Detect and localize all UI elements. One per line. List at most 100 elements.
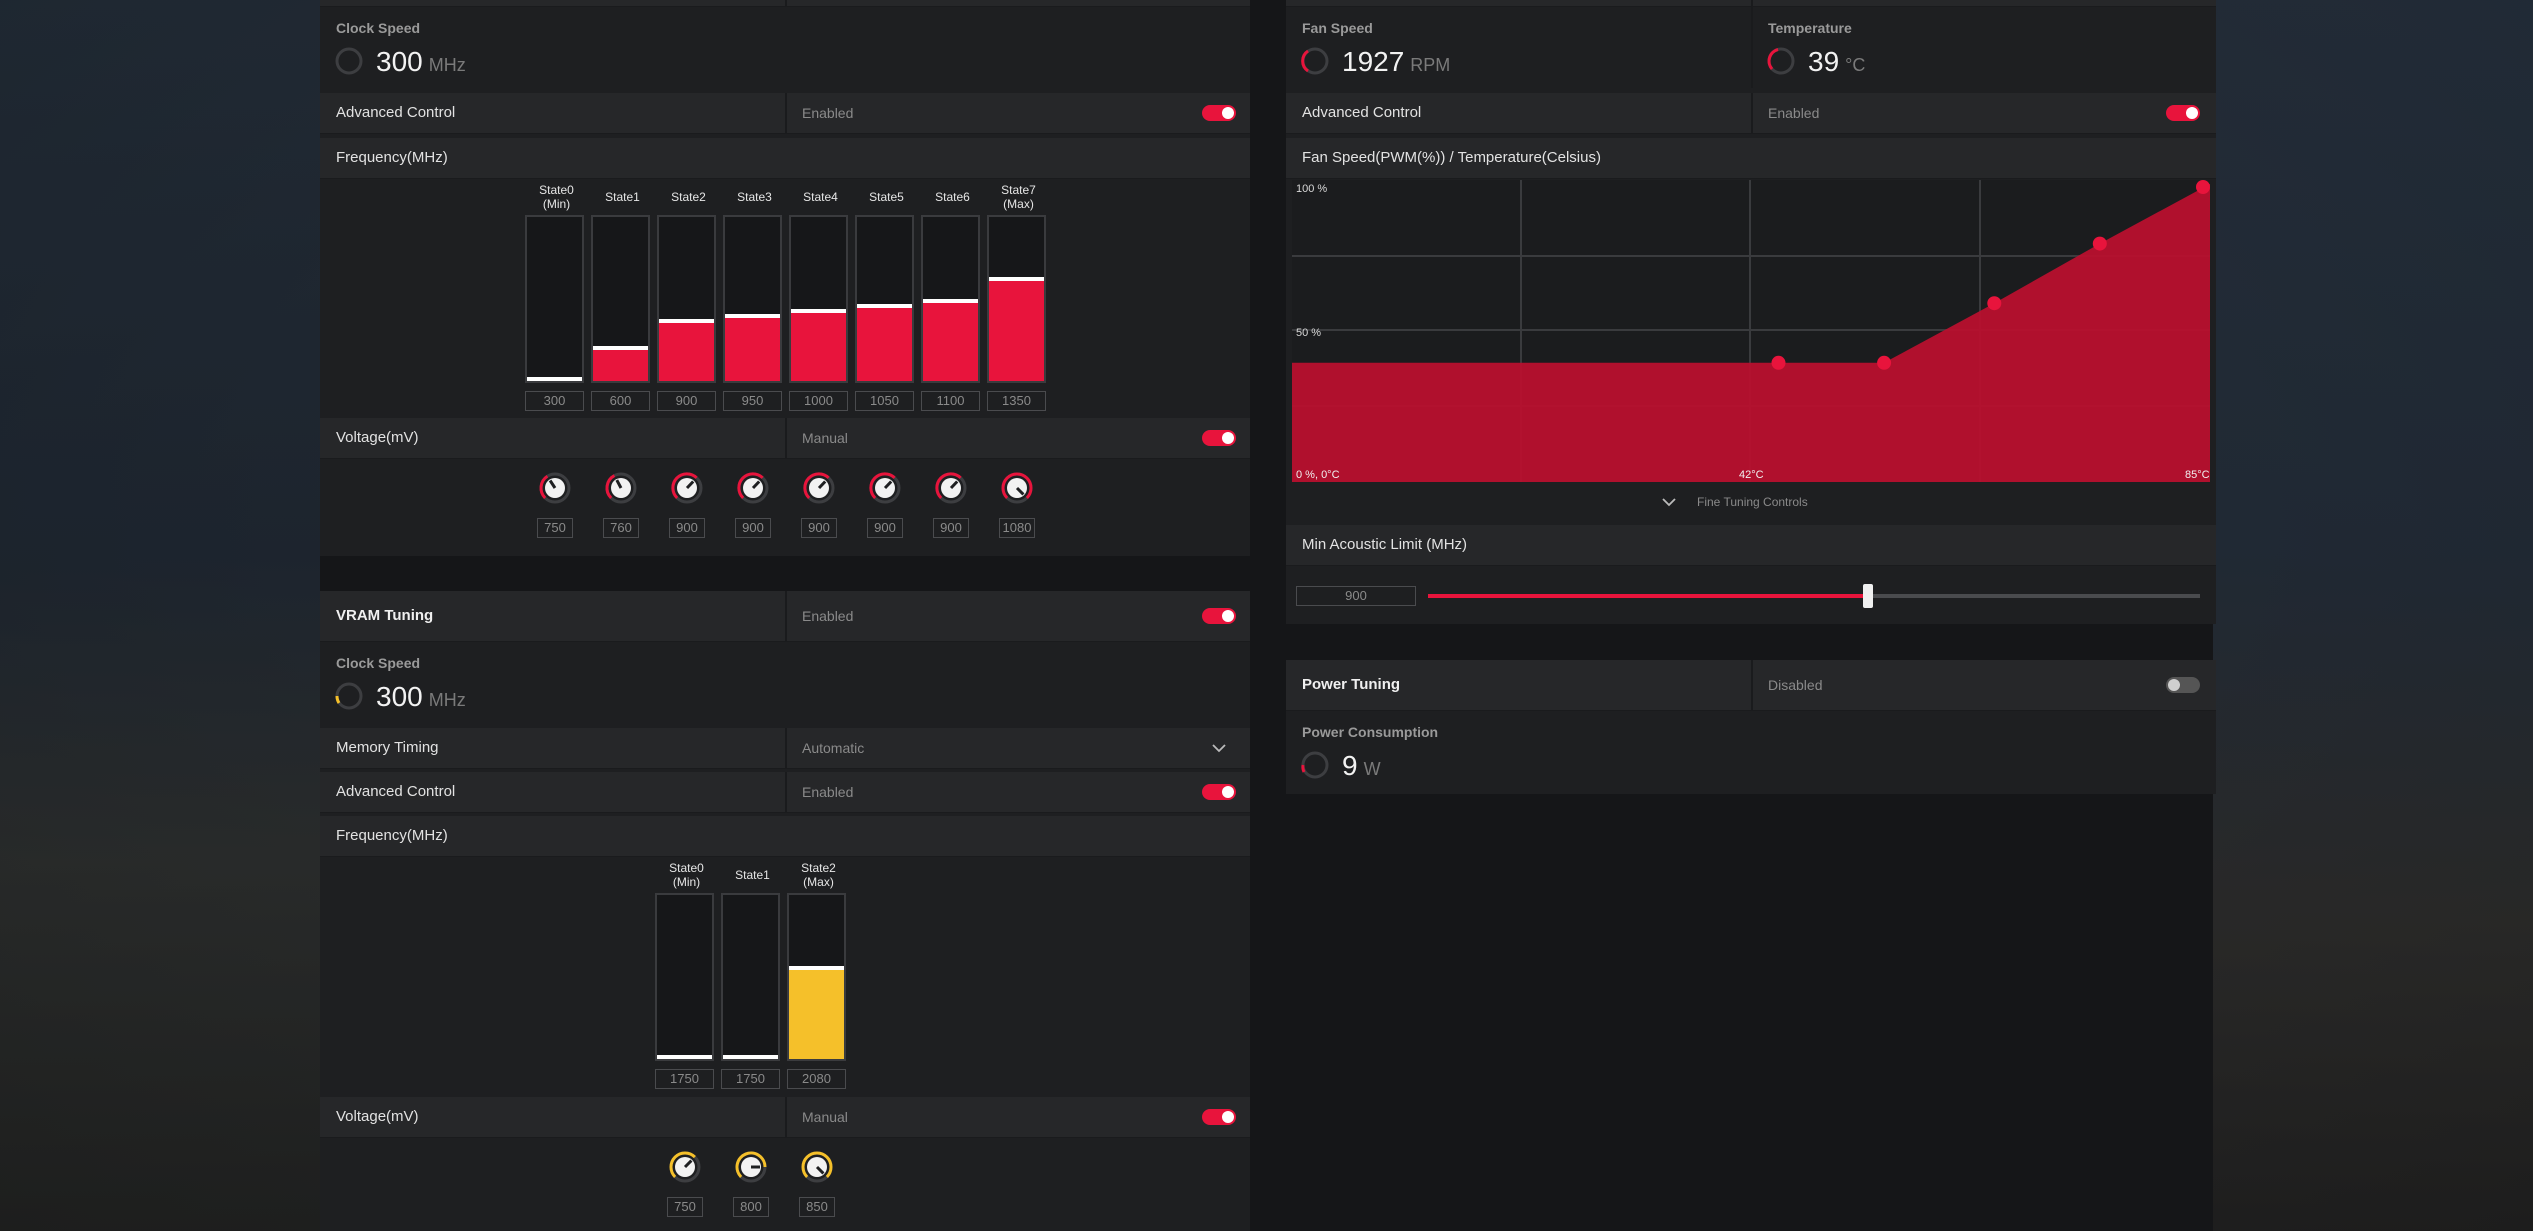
voltage-dial-icon[interactable] bbox=[867, 470, 903, 506]
vram-voltage-knobs: 750 800 850 bbox=[655, 1149, 855, 1229]
state-value-input[interactable]: 1000 bbox=[789, 391, 848, 411]
advanced-control-toggle[interactable] bbox=[1202, 105, 1236, 121]
voltage-knob-6[interactable]: 900 bbox=[933, 470, 973, 550]
voltage-value-input[interactable]: 1080 bbox=[999, 518, 1035, 538]
state-bar[interactable] bbox=[721, 893, 780, 1061]
fine-tuning-controls[interactable]: Fine Tuning Controls bbox=[1286, 484, 2216, 520]
voltage-knob-3[interactable]: 900 bbox=[735, 470, 775, 550]
frequency-state-6[interactable]: State6 1100 bbox=[921, 183, 984, 413]
gpu-voltage-row: Voltage(mV) Manual bbox=[320, 418, 1250, 459]
chevron-down-icon[interactable] bbox=[1662, 497, 1676, 507]
vram-voltage-label: Voltage(mV) bbox=[336, 1108, 419, 1125]
voltage-dial-icon[interactable] bbox=[667, 1149, 703, 1185]
voltage-value-input[interactable]: 750 bbox=[537, 518, 573, 538]
voltage-dial-icon[interactable] bbox=[933, 470, 969, 506]
state-value-input[interactable]: 1350 bbox=[987, 391, 1046, 411]
power-gauge-icon bbox=[1301, 751, 1329, 779]
state-bar[interactable] bbox=[525, 215, 584, 383]
voltage-knob-4[interactable]: 900 bbox=[801, 470, 841, 550]
curve-point-3[interactable] bbox=[1987, 296, 2002, 311]
voltage-knob-1[interactable]: 800 bbox=[733, 1149, 773, 1229]
fan-gauge-icon bbox=[1301, 47, 1329, 75]
fan-speed-value: 1927 RPM bbox=[1342, 46, 1451, 77]
voltage-value-input[interactable]: 900 bbox=[735, 518, 771, 538]
frequency-state-7[interactable]: State7 (Max) 1350 bbox=[987, 183, 1050, 413]
memory-timing-select[interactable]: Automatic bbox=[802, 740, 865, 756]
curve-point-1[interactable] bbox=[1771, 355, 1786, 370]
voltage-value-input[interactable]: 800 bbox=[733, 1197, 769, 1217]
curve-point-4[interactable] bbox=[2092, 236, 2107, 251]
state-bar[interactable] bbox=[921, 215, 980, 383]
fan-advanced-toggle[interactable] bbox=[2166, 105, 2200, 121]
voltage-value-input[interactable]: 750 bbox=[667, 1197, 703, 1217]
state-value-input[interactable]: 1750 bbox=[655, 1069, 714, 1089]
gpu-header-row bbox=[320, 0, 1250, 7]
voltage-dial-icon[interactable] bbox=[735, 470, 771, 506]
voltage-value-input[interactable]: 900 bbox=[867, 518, 903, 538]
state-value-input[interactable]: 1750 bbox=[721, 1069, 780, 1089]
vram-toggle[interactable] bbox=[1202, 608, 1236, 624]
state-bar[interactable] bbox=[789, 215, 848, 383]
state-bar[interactable] bbox=[723, 215, 782, 383]
frequency-state-3[interactable]: State3 950 bbox=[723, 183, 786, 413]
state-bar[interactable] bbox=[657, 215, 716, 383]
power-toggle[interactable] bbox=[2166, 677, 2200, 693]
min-acoustic-slider[interactable] bbox=[1428, 584, 2200, 608]
frequency-state-5[interactable]: State5 1050 bbox=[855, 183, 918, 413]
frequency-state-0[interactable]: State0 (Min) 1750 bbox=[655, 861, 718, 1091]
state-bar[interactable] bbox=[855, 215, 914, 383]
voltage-dial-icon[interactable] bbox=[603, 470, 639, 506]
voltage-value-input[interactable]: 900 bbox=[669, 518, 705, 538]
voltage-knob-5[interactable]: 900 bbox=[867, 470, 907, 550]
fan-speed-title: Fan Speed bbox=[1302, 20, 1373, 36]
frequency-state-1[interactable]: State1 1750 bbox=[721, 861, 784, 1091]
frequency-state-1[interactable]: State1 600 bbox=[591, 183, 654, 413]
state-value-input[interactable]: 1050 bbox=[855, 391, 914, 411]
voltage-knob-7[interactable]: 1080 bbox=[999, 470, 1039, 550]
state-value-input[interactable]: 2080 bbox=[787, 1069, 846, 1089]
frequency-state-2[interactable]: State2 900 bbox=[657, 183, 720, 413]
fan-curve-chart[interactable]: 100 % 50 % 0 %, 0°C 42°C 85°C bbox=[1292, 180, 2210, 482]
state-value-input[interactable]: 1100 bbox=[921, 391, 980, 411]
fan-advanced-control-row: Advanced Control Enabled bbox=[1286, 93, 2216, 134]
voltage-knob-2[interactable]: 900 bbox=[669, 470, 709, 550]
state-value-input[interactable]: 300 bbox=[525, 391, 584, 411]
voltage-value-input[interactable]: 900 bbox=[801, 518, 837, 538]
vram-voltage-toggle[interactable] bbox=[1202, 1109, 1236, 1125]
y-mid-label: 50 % bbox=[1296, 327, 1321, 339]
voltage-value-input[interactable]: 900 bbox=[933, 518, 969, 538]
voltage-dial-icon[interactable] bbox=[537, 470, 573, 506]
voltage-value-input[interactable]: 850 bbox=[799, 1197, 835, 1217]
frequency-state-0[interactable]: State0 (Min) 300 bbox=[525, 183, 588, 413]
voltage-dial-icon[interactable] bbox=[799, 1149, 835, 1185]
frequency-state-4[interactable]: State4 1000 bbox=[789, 183, 852, 413]
vram-advanced-toggle[interactable] bbox=[1202, 784, 1236, 800]
voltage-knob-0[interactable]: 750 bbox=[667, 1149, 707, 1229]
voltage-knob-1[interactable]: 760 bbox=[603, 470, 643, 550]
state-bar[interactable] bbox=[787, 893, 846, 1061]
state-bar[interactable] bbox=[591, 215, 650, 383]
voltage-toggle[interactable] bbox=[1202, 430, 1236, 446]
slider-handle[interactable] bbox=[1863, 584, 1874, 608]
voltage-dial-icon[interactable] bbox=[999, 470, 1035, 506]
state-bar[interactable] bbox=[987, 215, 1046, 383]
fan-advanced-label: Advanced Control bbox=[1302, 104, 1422, 121]
min-acoustic-input[interactable]: 900 bbox=[1296, 586, 1416, 606]
voltage-value-input[interactable]: 760 bbox=[603, 518, 639, 538]
voltage-dial-icon[interactable] bbox=[669, 470, 705, 506]
curve-point-2[interactable] bbox=[1877, 355, 1892, 370]
state-value-input[interactable]: 900 bbox=[657, 391, 716, 411]
voltage-knob-2[interactable]: 850 bbox=[799, 1149, 839, 1229]
state-value-input[interactable]: 950 bbox=[723, 391, 782, 411]
curve-point-5[interactable] bbox=[2196, 180, 2210, 194]
fine-tuning-label: Fine Tuning Controls bbox=[1697, 495, 1808, 509]
voltage-dial-icon[interactable] bbox=[733, 1149, 769, 1185]
state-value-input[interactable]: 600 bbox=[591, 391, 650, 411]
state-bar[interactable] bbox=[655, 893, 714, 1061]
state-label: State3 bbox=[737, 190, 772, 204]
voltage-dial-icon[interactable] bbox=[801, 470, 837, 506]
fan-curve-header: Fan Speed(PWM(%)) / Temperature(Celsius) bbox=[1286, 138, 2216, 179]
voltage-knob-0[interactable]: 750 bbox=[537, 470, 577, 550]
chevron-down-icon[interactable] bbox=[1212, 742, 1226, 754]
frequency-state-2[interactable]: State2 (Max) 2080 bbox=[787, 861, 850, 1091]
